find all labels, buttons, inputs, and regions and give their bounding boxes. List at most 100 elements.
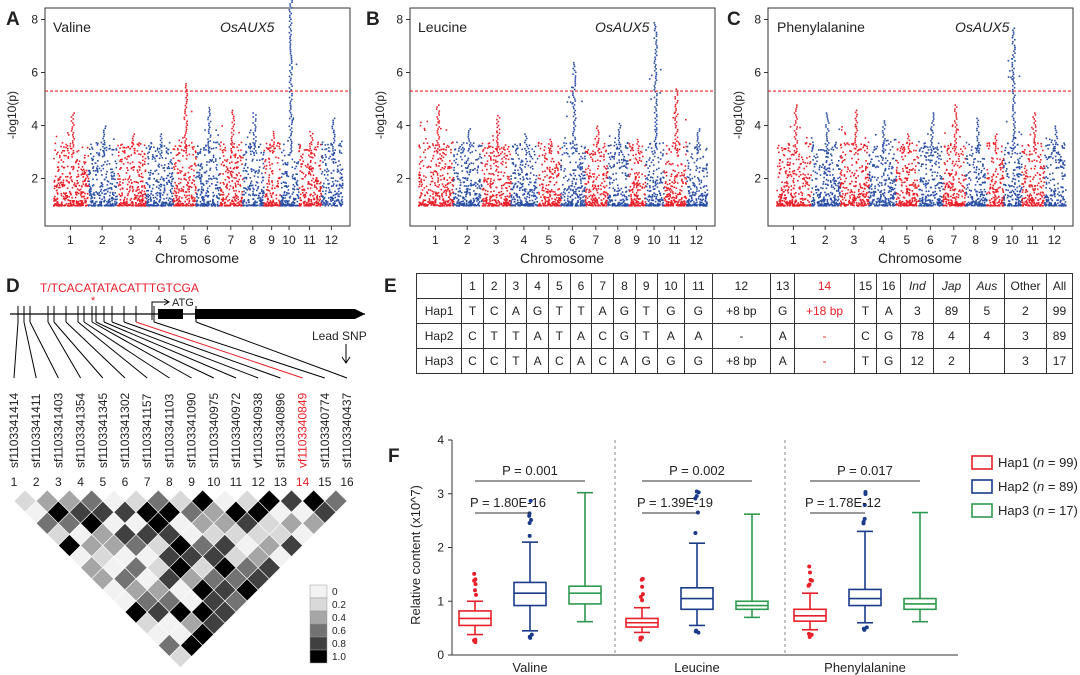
snp-point [459, 195, 462, 197]
snp-point [60, 203, 63, 205]
snp-point [625, 178, 627, 180]
snp-point [138, 196, 141, 198]
snp-point [87, 185, 89, 188]
snp-point [259, 197, 261, 199]
snp-point [542, 186, 544, 188]
snp-point [61, 204, 63, 207]
snp-point [175, 196, 178, 199]
snp-point [606, 171, 609, 173]
snp-point [638, 153, 641, 155]
snp-point [336, 180, 339, 183]
snp-point [67, 157, 70, 159]
snp-point [135, 204, 138, 207]
snp-point [476, 192, 478, 195]
snp-point [514, 205, 517, 207]
snp-point [511, 182, 514, 185]
snp-point [487, 183, 489, 185]
snp-point [327, 170, 330, 172]
snp-point [580, 168, 582, 171]
snp-point [591, 204, 594, 207]
snp-point [439, 162, 441, 164]
snp-point [83, 162, 86, 165]
snp-point [64, 193, 66, 195]
snp-point [269, 204, 272, 206]
snp-point [214, 187, 217, 190]
snp-point [548, 203, 550, 205]
snp-peak-point [289, 64, 291, 66]
snp-point [99, 201, 101, 204]
snp-point [105, 188, 108, 191]
snp-point [298, 205, 301, 207]
snp-point [319, 168, 322, 170]
snp-point [421, 189, 424, 191]
snp-peak-point [233, 123, 235, 126]
snp-peak-point [290, 7, 293, 9]
snp-point [235, 189, 237, 192]
snp-point [139, 200, 141, 202]
snp-point [310, 199, 313, 201]
snp-point [430, 175, 433, 178]
snp-point [292, 200, 294, 203]
snp-point [211, 183, 213, 185]
snp-point [253, 175, 256, 177]
snp-point [460, 191, 463, 194]
snp-point [176, 187, 178, 190]
snp-peak-point [290, 132, 292, 135]
snp-peak-point [273, 147, 275, 150]
snp-point [200, 148, 202, 151]
snp-point [572, 177, 575, 180]
snp-point [173, 163, 176, 165]
snp-point [483, 179, 485, 182]
snp-peak-point [208, 128, 210, 131]
snp-peak-point [70, 120, 73, 122]
snp-point [280, 205, 283, 207]
snp-point [215, 158, 217, 160]
snp-point [275, 156, 277, 159]
snp-point [535, 186, 538, 189]
snp-point [506, 202, 508, 204]
snp-point [488, 204, 490, 207]
snp-peak-point [208, 122, 210, 125]
snp-point [161, 194, 164, 196]
snp-point [172, 203, 174, 206]
snp-point [252, 194, 254, 196]
snp-point [602, 185, 605, 188]
snp-point [169, 189, 172, 191]
snp-point [526, 160, 528, 163]
snp-point [557, 167, 559, 170]
snp-point [493, 162, 495, 165]
snp-point [561, 146, 564, 149]
snp-point [160, 205, 162, 207]
snp-point [159, 192, 162, 194]
snp-peak-point [103, 131, 105, 134]
snp-point [219, 148, 222, 151]
snp-peak-point [436, 132, 439, 134]
snp-point [238, 178, 240, 181]
snp-point [329, 191, 332, 193]
snp-point [150, 199, 152, 201]
snp-point [207, 200, 210, 203]
snp-point [231, 199, 234, 202]
snp-point [215, 160, 217, 162]
snp-point [245, 176, 248, 179]
snp-point [325, 202, 328, 205]
snp-point [317, 198, 319, 201]
snp-point [94, 204, 97, 207]
snp-point [588, 172, 591, 174]
snp-peak-point [495, 140, 498, 142]
snp-peak-point [207, 150, 210, 152]
snp-point [418, 144, 421, 147]
snp-point [332, 204, 335, 206]
snp-point [71, 153, 73, 156]
snp-point [80, 202, 83, 204]
snp-point [112, 178, 115, 180]
snp-point [578, 190, 580, 192]
snp-point [496, 168, 498, 171]
snp-point [169, 160, 171, 163]
snp-point [57, 178, 60, 180]
snp-peak-point [573, 65, 576, 68]
snp-point [219, 145, 222, 147]
snp-point [184, 204, 186, 207]
snp-point [143, 202, 146, 205]
snp-point [479, 155, 481, 158]
